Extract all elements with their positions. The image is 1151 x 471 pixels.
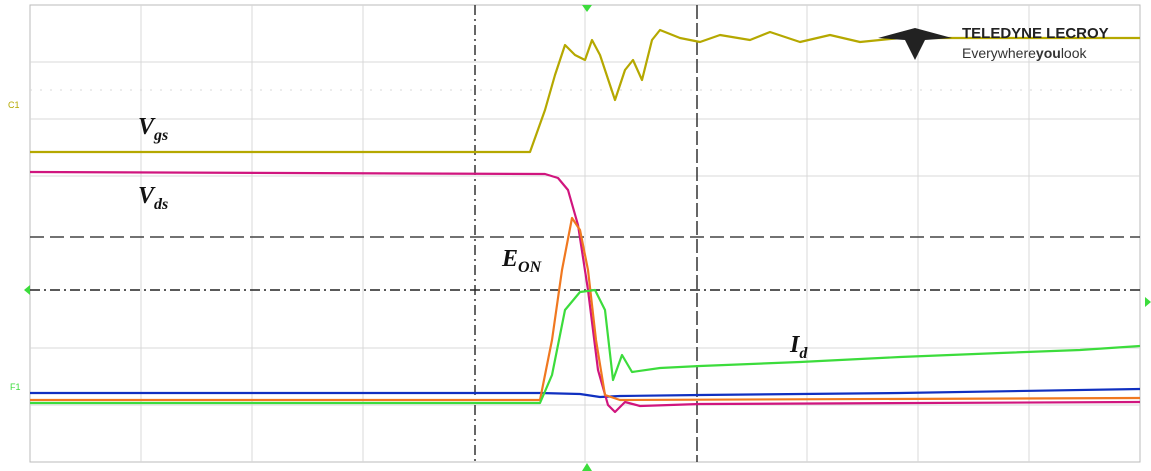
channel-marker: C1	[8, 100, 20, 110]
logo-tagline: Everywhereyoulook	[962, 45, 1087, 61]
level-marker	[1145, 297, 1151, 307]
level-marker	[24, 285, 30, 295]
scope-screen: Vgs Vds EON Id C1 F1 TELEDYNE LECROY Eve…	[0, 0, 1151, 471]
logo-brand: TELEDYNE LECROY	[962, 25, 1109, 42]
trigger-marker	[582, 463, 592, 471]
channel-marker: F1	[10, 382, 21, 392]
